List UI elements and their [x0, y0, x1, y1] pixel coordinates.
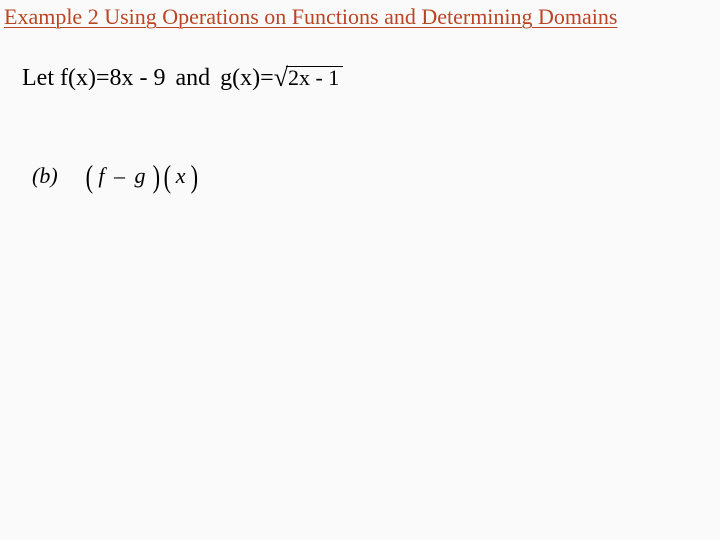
given-functions: Let f(x) = 8x - 9 and g(x) = √ 2x - 1: [22, 64, 343, 92]
f-rhs: 8x - 9: [110, 65, 166, 92]
page-title: Example 2 Using Operations on Functions …: [4, 4, 617, 30]
fg-difference: f – g: [94, 163, 151, 189]
rparen-1: ): [153, 160, 160, 192]
radicand: 2x - 1: [286, 66, 343, 89]
radical-icon: √: [274, 65, 288, 91]
lparen-1: (: [85, 160, 92, 192]
part-label: (b): [32, 163, 58, 189]
rparen-2: ): [190, 160, 197, 192]
text-let: Let: [22, 65, 54, 92]
f-lhs: f(x): [60, 65, 96, 92]
g-lhs: g(x): [220, 65, 260, 92]
var-x: x: [173, 163, 189, 189]
text-and: and: [176, 65, 211, 92]
problem-part-b: (b) ( f – g ) ( x ): [32, 160, 199, 192]
equals-2: =: [260, 65, 274, 92]
lparen-2: (: [164, 160, 171, 192]
minus-sign: –: [106, 163, 134, 188]
sqrt-expression: √ 2x - 1: [274, 66, 344, 92]
var-g: g: [134, 163, 147, 188]
equals-1: =: [96, 65, 110, 92]
